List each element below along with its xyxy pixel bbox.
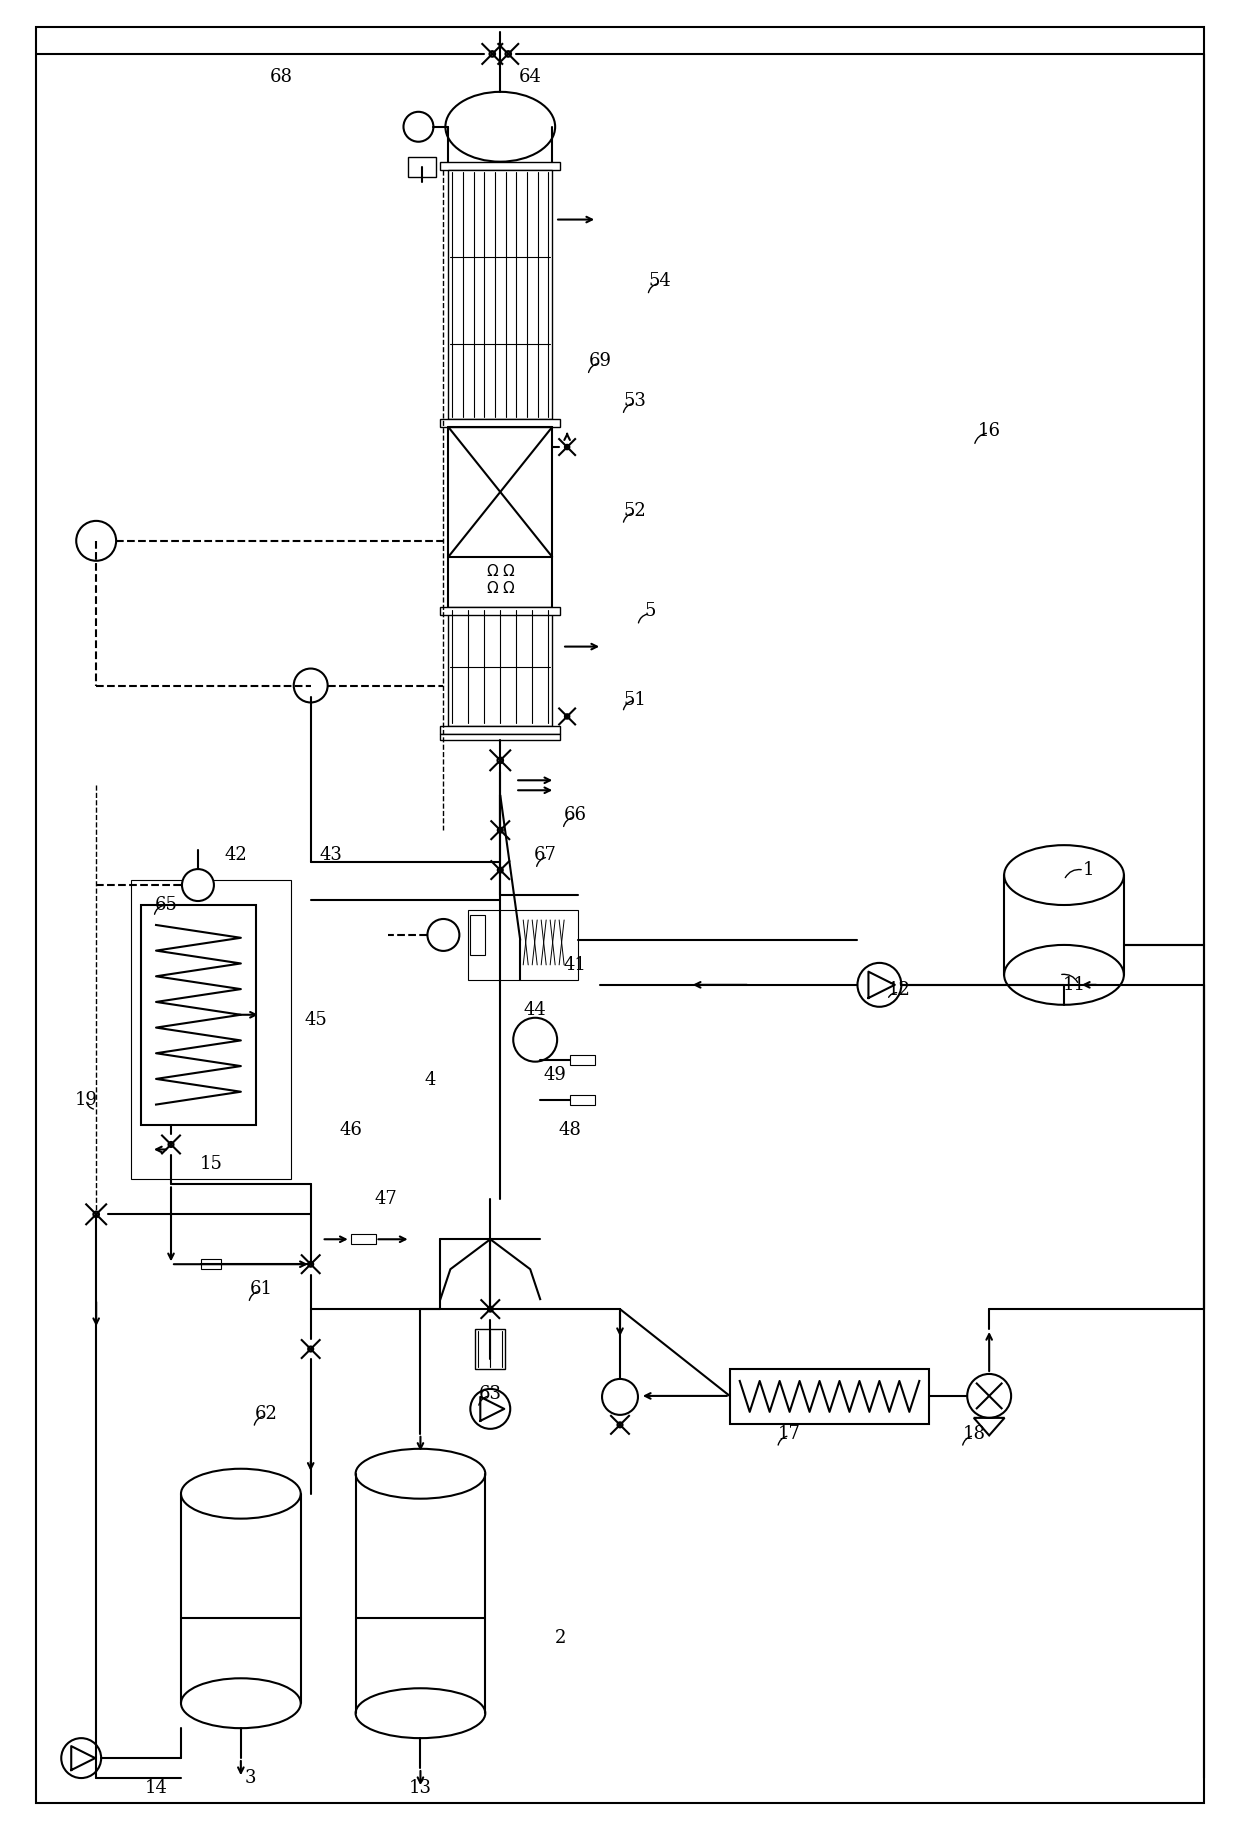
Circle shape [182, 870, 215, 901]
Text: Ω: Ω [486, 565, 498, 580]
Circle shape [490, 51, 495, 57]
Text: 49: 49 [543, 1066, 567, 1083]
Circle shape [603, 1378, 637, 1415]
Text: 13: 13 [409, 1779, 432, 1797]
Text: 4: 4 [425, 1070, 436, 1088]
Ellipse shape [356, 1449, 485, 1499]
Circle shape [309, 1262, 314, 1267]
Text: 42: 42 [224, 846, 247, 864]
Text: 51: 51 [624, 691, 646, 709]
Text: 17: 17 [779, 1426, 801, 1442]
Bar [470, 915, 485, 955]
Circle shape [309, 1347, 314, 1351]
Circle shape [61, 1737, 102, 1777]
Circle shape [470, 1389, 510, 1429]
Circle shape [497, 828, 502, 833]
Bar [449, 170, 552, 419]
Text: 44: 44 [523, 1001, 547, 1019]
Bar [469, 910, 578, 979]
Circle shape [497, 758, 503, 764]
Ellipse shape [181, 1679, 301, 1728]
Bar [440, 735, 560, 740]
Text: 63: 63 [479, 1385, 502, 1404]
Circle shape [403, 111, 434, 142]
Circle shape [487, 1307, 492, 1311]
Circle shape [169, 1141, 174, 1147]
Bar [408, 157, 436, 177]
Text: 14: 14 [145, 1779, 167, 1797]
Text: 54: 54 [649, 272, 671, 290]
Bar [440, 419, 560, 427]
Text: 2: 2 [554, 1630, 565, 1648]
Circle shape [513, 1017, 557, 1061]
Text: 1: 1 [1084, 860, 1095, 879]
Text: 68: 68 [269, 67, 293, 86]
Ellipse shape [356, 1688, 485, 1737]
Text: 43: 43 [319, 846, 342, 864]
Text: 47: 47 [374, 1190, 397, 1209]
Bar [730, 1369, 929, 1424]
Text: 46: 46 [340, 1121, 362, 1139]
Bar [351, 1234, 376, 1245]
Text: 16: 16 [977, 423, 1001, 439]
Text: 18: 18 [962, 1426, 986, 1442]
Text: 12: 12 [888, 981, 911, 999]
Circle shape [497, 868, 502, 873]
Circle shape [76, 521, 117, 561]
Text: 41: 41 [564, 955, 587, 973]
Text: 53: 53 [624, 392, 646, 410]
Circle shape [565, 715, 569, 718]
Bar [449, 607, 552, 726]
Bar [131, 881, 290, 1179]
Text: 3: 3 [246, 1768, 257, 1787]
Text: 48: 48 [559, 1121, 582, 1139]
Text: 65: 65 [155, 897, 177, 913]
Text: 67: 67 [533, 846, 557, 864]
Text: Ω: Ω [486, 582, 498, 596]
Bar [475, 1329, 505, 1369]
Bar [570, 1094, 595, 1105]
Circle shape [294, 669, 327, 702]
Text: 15: 15 [200, 1156, 222, 1174]
Bar [440, 607, 560, 614]
Bar [570, 1056, 595, 1065]
Circle shape [967, 1375, 1011, 1418]
Text: 5: 5 [645, 602, 656, 620]
Ellipse shape [1004, 846, 1123, 904]
Circle shape [428, 919, 459, 952]
Text: 62: 62 [254, 1406, 278, 1424]
Text: Ω: Ω [502, 582, 515, 596]
Ellipse shape [181, 1469, 301, 1519]
Text: 19: 19 [74, 1090, 98, 1108]
Ellipse shape [1004, 944, 1123, 1004]
Bar [440, 726, 560, 735]
Circle shape [565, 445, 569, 448]
Circle shape [506, 51, 511, 57]
Circle shape [858, 963, 901, 1006]
Ellipse shape [445, 91, 556, 162]
Text: 61: 61 [249, 1280, 273, 1298]
Bar [201, 1260, 221, 1269]
Text: 69: 69 [589, 352, 611, 370]
Text: 52: 52 [624, 501, 646, 520]
Text: 66: 66 [564, 806, 587, 824]
Text: 64: 64 [518, 67, 542, 86]
Bar [440, 162, 560, 170]
Text: 45: 45 [304, 1010, 327, 1028]
Text: Ω: Ω [502, 565, 515, 580]
Circle shape [618, 1422, 622, 1427]
Circle shape [93, 1212, 99, 1218]
Text: 11: 11 [1063, 975, 1085, 994]
Bar [141, 904, 255, 1125]
